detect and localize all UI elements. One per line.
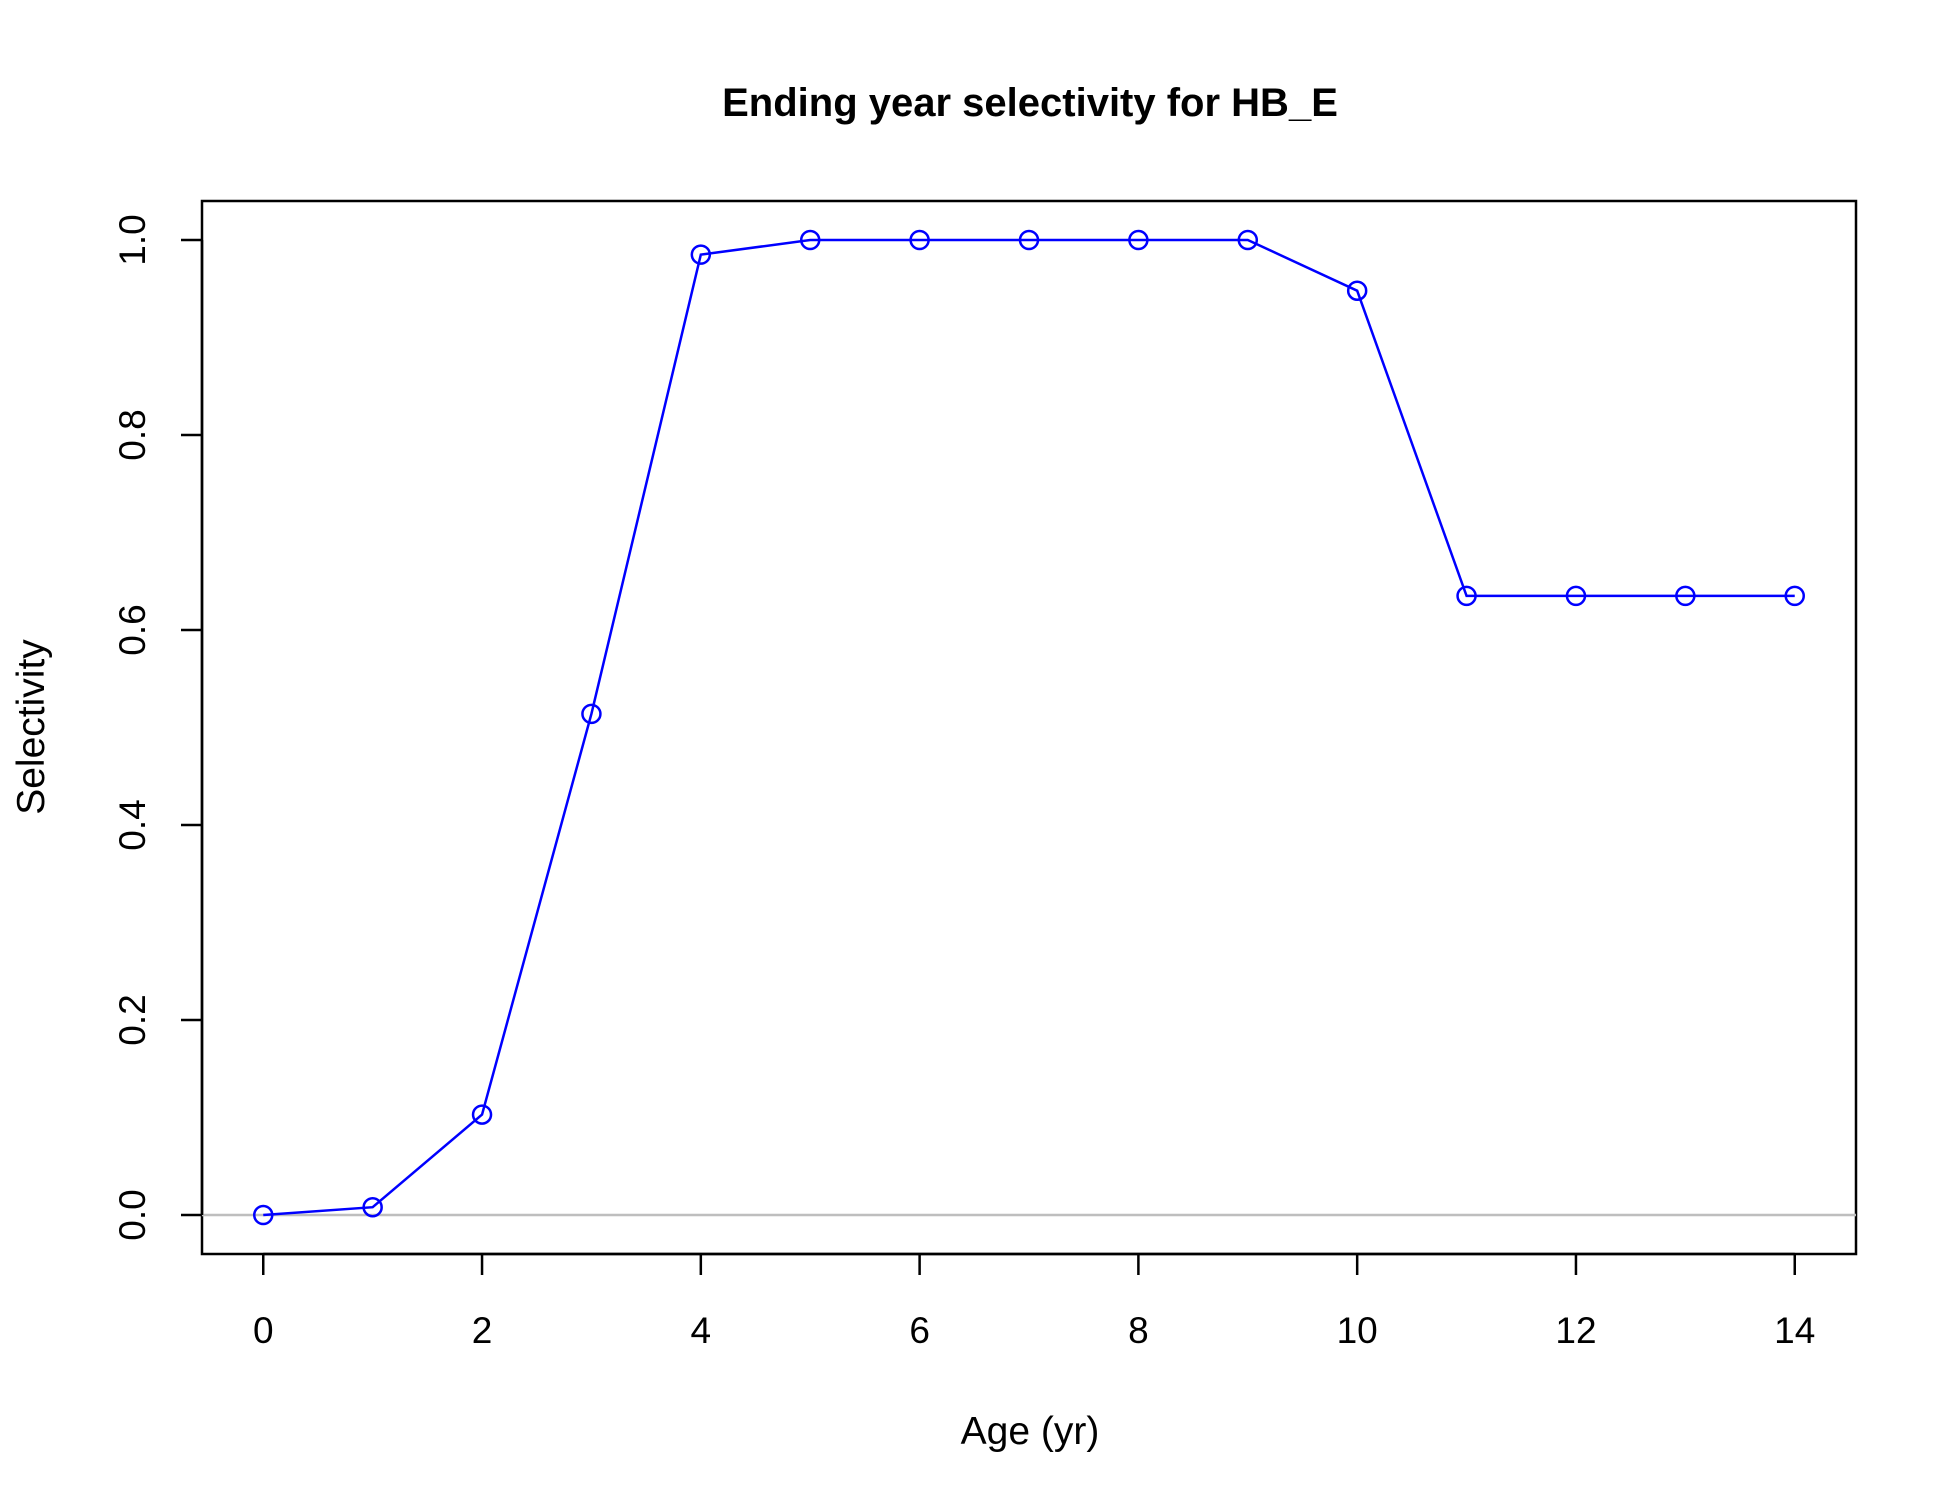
x-tick-label: 2 [472,1310,493,1351]
y-axis: 0.0 0.2 0.4 0.6 0.8 1.0 [112,214,204,1241]
y-tick-label: 0.0 [112,1189,153,1240]
data-point [1346,280,1368,301]
y-tick-label: 0.6 [112,604,153,655]
y-axis-label: Selectivity [10,639,53,815]
x-axis: 0 2 4 6 8 10 12 14 [253,1252,1815,1351]
plot-frame [200,199,1858,1256]
data-point [1675,585,1696,607]
x-tick-label: 0 [253,1310,274,1351]
data-point [1018,229,1040,251]
data-point [1784,585,1805,607]
data-point [581,703,602,725]
chart-title: Ending year selectivity for HB_E [722,81,1338,125]
x-tick-label: 6 [909,1310,930,1351]
data-point [253,1204,274,1226]
series-line [263,238,1795,1217]
data-point [362,1196,383,1218]
y-tick-label: 0.8 [112,409,153,460]
data-point [690,244,712,265]
x-tick-label: 12 [1555,1310,1596,1351]
data-point [471,1104,493,1125]
x-tick-label: 10 [1337,1310,1378,1351]
x-tick-label: 4 [691,1310,712,1351]
y-tick-label: 1.0 [112,214,153,265]
data-point [1237,229,1259,251]
data-point [1456,585,1477,607]
x-tick-label: 14 [1774,1310,1815,1351]
y-tick-label: 0.2 [112,994,153,1045]
series-layer [253,229,1805,1226]
data-point [1565,585,1587,607]
x-axis-label: Age (yr) [961,1410,1100,1453]
x-tick-label: 8 [1128,1310,1149,1351]
y-tick-label: 0.4 [112,799,153,850]
data-point [1128,229,1149,251]
data-point [909,229,930,251]
data-point [799,229,821,251]
